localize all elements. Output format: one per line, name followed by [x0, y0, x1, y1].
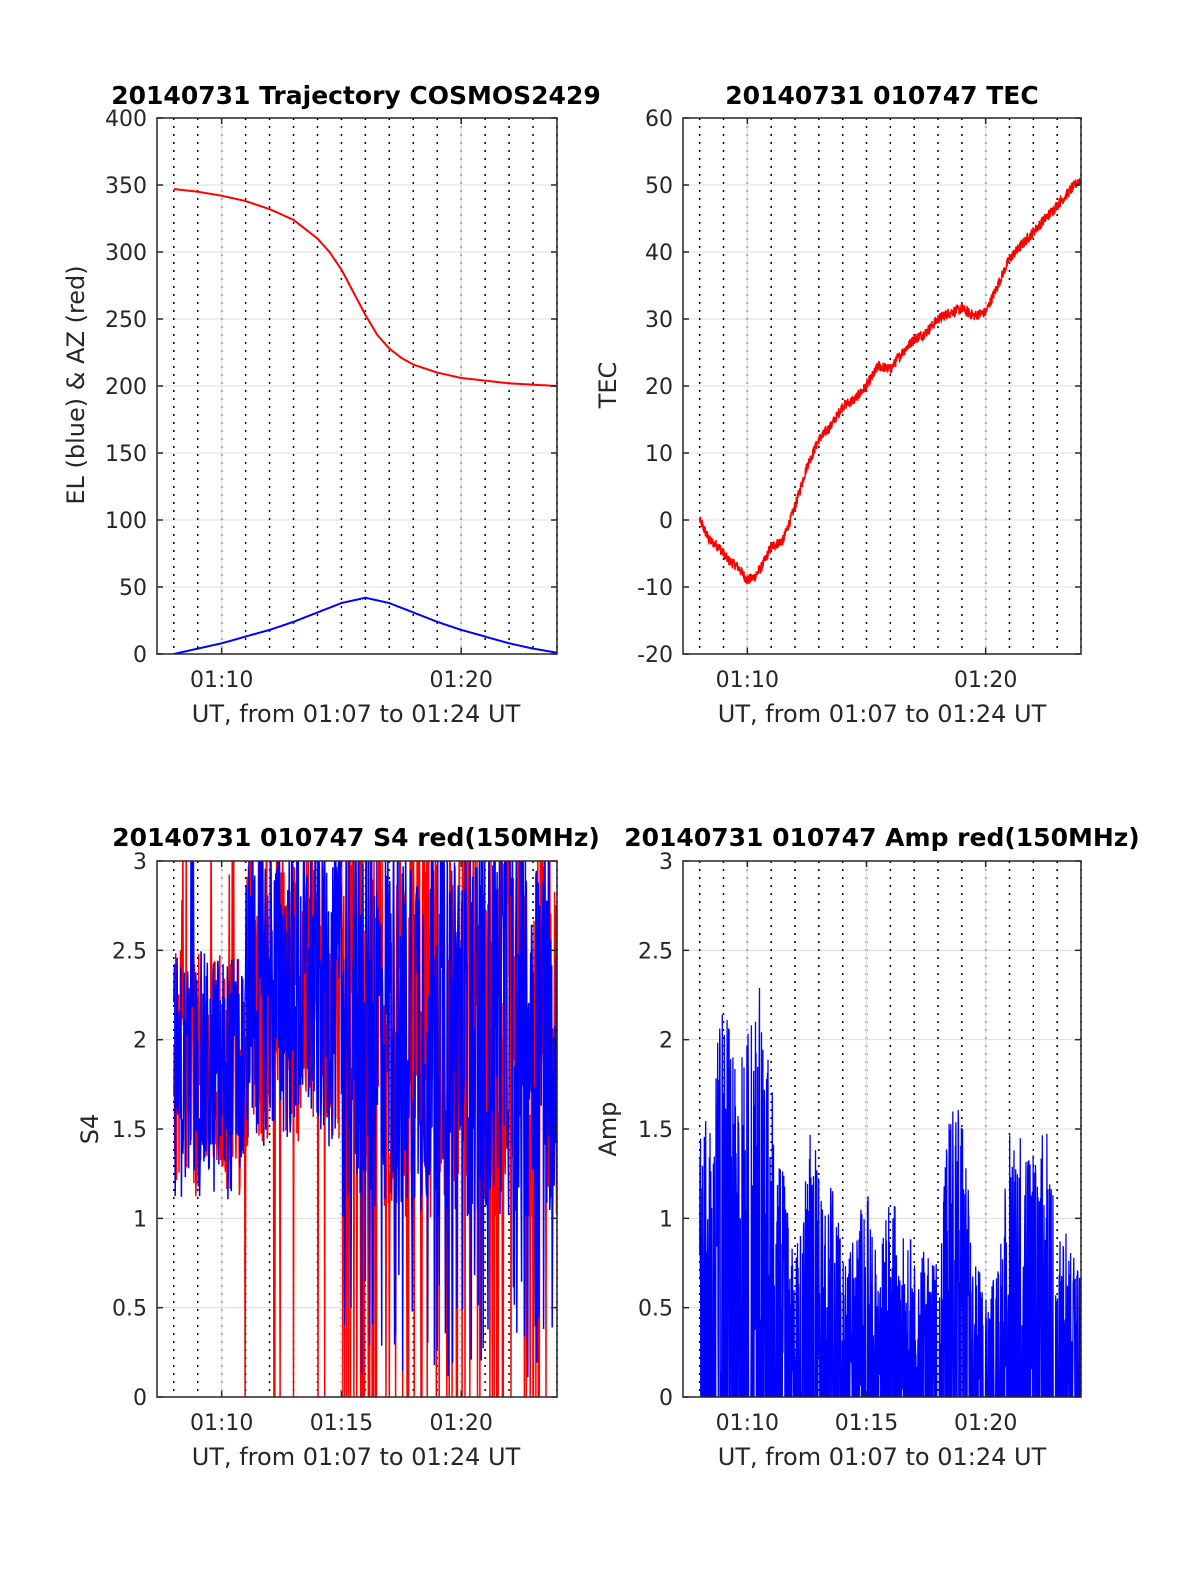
y-tick-label: 0 [659, 1386, 673, 1411]
y-tick-label: 150 [105, 442, 147, 467]
x-tick-label: 01:20 [429, 668, 492, 693]
y-tick-label: 0 [659, 509, 673, 534]
y-tick-label: 50 [645, 174, 673, 199]
y-tick-label: 40 [645, 241, 673, 266]
x-axis-label: UT, from 01:07 to 01:24 UT [718, 700, 1047, 728]
panel-amp: 20140731 010747 Amp red(150MHz) UT, from… [594, 823, 1140, 1471]
x-tick-label: 01:10 [190, 668, 253, 693]
x-tick-label: 01:10 [716, 668, 779, 693]
y-tick-label: 1.5 [112, 1118, 147, 1143]
y-tick-label: 400 [105, 107, 147, 132]
y-tick-label: 1.5 [638, 1118, 673, 1143]
x-tick-label: 01:20 [954, 668, 1017, 693]
y-axis-label: TEC [594, 362, 622, 410]
y-tick-label: 0.5 [112, 1297, 147, 1322]
y-tick-label: 300 [105, 241, 147, 266]
data-layer [698, 178, 1081, 586]
y-tick-label: 200 [105, 375, 147, 400]
x-axis-label: UT, from 01:07 to 01:24 UT [192, 1443, 521, 1471]
x-axis-label: UT, from 01:07 to 01:24 UT [718, 1443, 1047, 1471]
data-layer [173, 861, 557, 1397]
panel-title: 20140731 010747 Amp red(150MHz) [624, 823, 1140, 852]
series-az-line [173, 188, 557, 387]
panel-tec: 20140731 010747 TEC UT, from 01:07 to 01… [594, 81, 1082, 728]
x-tick-label: 01:10 [716, 1411, 779, 1436]
x-tick-label: 01:10 [190, 1411, 253, 1436]
data-layer [173, 188, 557, 654]
y-tick-label: 1 [659, 1207, 673, 1232]
panel-title: 20140731 Trajectory COSMOS2429 [111, 81, 601, 110]
y-axis-label: EL (blue) & AZ (red) [62, 265, 90, 504]
panel-s4: 20140731 010747 S4 red(150MHz) UT, from … [76, 823, 600, 1471]
panel-trajectory: 20140731 Trajectory COSMOS2429 UT, from … [62, 81, 601, 728]
y-tick-label: 0.5 [638, 1297, 673, 1322]
x-tick-label: 01:20 [954, 1411, 1017, 1436]
y-tick-label: 1 [133, 1207, 147, 1232]
y-tick-label: 60 [645, 107, 673, 132]
y-tick-label: 0 [133, 643, 147, 668]
y-tick-label: 10 [645, 442, 673, 467]
x-tick-label: 01:20 [429, 1411, 492, 1436]
y-tick-label: 100 [105, 509, 147, 534]
y-tick-label: 2.5 [112, 939, 147, 964]
y-tick-label: 50 [119, 576, 147, 601]
panel-title: 20140731 010747 TEC [725, 81, 1038, 110]
x-tick-label: 01:15 [310, 1411, 373, 1436]
y-tick-label: 20 [645, 375, 673, 400]
y-tick-label: 2.5 [638, 939, 673, 964]
x-tick-label: 01:15 [835, 1411, 898, 1436]
data-layer [699, 987, 1081, 1397]
y-tick-label: 0 [133, 1386, 147, 1411]
series-el-line [173, 596, 557, 654]
y-tick-label: 2 [659, 1029, 673, 1054]
y-tick-label: 3 [133, 850, 147, 875]
y-tick-label: 3 [659, 850, 673, 875]
panel-title: 20140731 010747 S4 red(150MHz) [112, 823, 600, 852]
y-axis-label: S4 [76, 1114, 104, 1145]
y-tick-label: 30 [645, 308, 673, 333]
y-tick-label: 2 [133, 1029, 147, 1054]
y-tick-label: 250 [105, 308, 147, 333]
x-axis-label: UT, from 01:07 to 01:24 UT [192, 700, 521, 728]
series-amp-line [699, 987, 1081, 1397]
y-tick-label: 350 [105, 174, 147, 199]
series-tec-line [698, 178, 1081, 586]
series-s4-blue [173, 861, 557, 1378]
y-axis-label: Amp [594, 1101, 622, 1156]
y-tick-label: -10 [637, 576, 673, 601]
y-tick-label: -20 [637, 643, 673, 668]
